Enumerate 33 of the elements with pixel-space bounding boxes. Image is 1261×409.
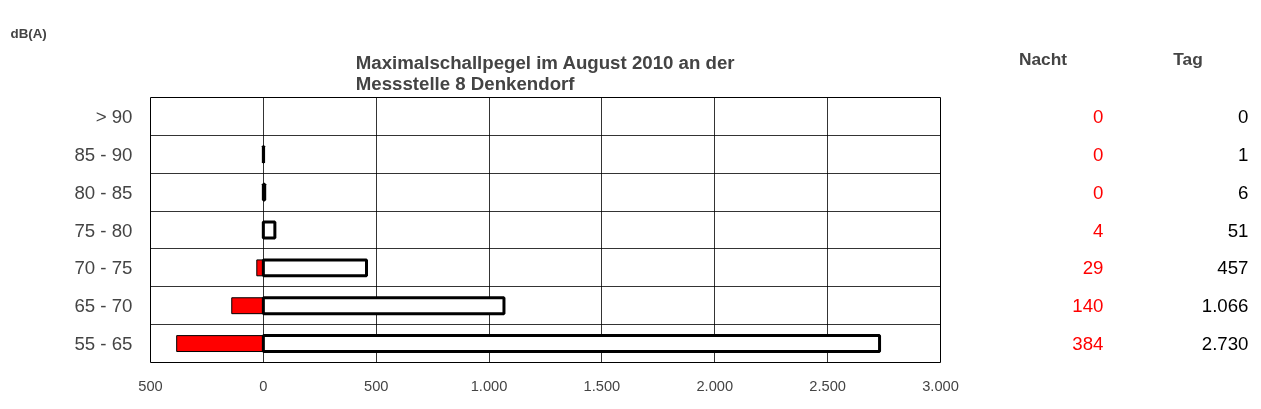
y-tick-label: 75 - 80 — [74, 219, 133, 241]
data-label: 140 — [1072, 295, 1104, 317]
x-tick-label: 1.500 — [583, 377, 621, 394]
x-tick-label: 500 — [363, 377, 389, 394]
y-axis-title: dB(A) — [10, 25, 47, 41]
data-label: 51 — [1227, 219, 1249, 241]
x-tick-label: 3.000 — [922, 377, 959, 394]
y-tick-label: 65 - 70 — [74, 295, 133, 317]
data-label: 1.066 — [1201, 295, 1249, 317]
x-tick-label: 2.500 — [809, 377, 846, 394]
x-tick-label: 0 — [259, 377, 268, 394]
text: Tag — [1173, 48, 1203, 69]
data-label: 29 — [1082, 257, 1104, 279]
y-tick-label: 55 - 65 — [74, 333, 133, 355]
x-tick-label: 1.000 — [470, 377, 508, 394]
chart-title: Maximalschallpegel im August 2010 an der Messstelle 8 Denkendorf — [355, 51, 735, 94]
data-label: 0 — [1093, 181, 1104, 203]
data-label: 0 — [1093, 143, 1104, 165]
x-tick-label: 500 — [138, 377, 163, 394]
data-label: 0 — [1093, 105, 1104, 127]
data-label: 2.730 — [1201, 333, 1249, 355]
text: Nacht — [1018, 48, 1068, 69]
data-label: 1 — [1238, 143, 1249, 165]
data-label: 6 — [1238, 181, 1249, 203]
data-label: 457 — [1217, 257, 1249, 279]
y-tick-label: > 90 — [95, 105, 133, 127]
data-label: 384 — [1072, 333, 1104, 355]
data-label: 4 — [1093, 219, 1104, 241]
y-tick-label: 85 - 90 — [74, 143, 133, 165]
data-label: 0 — [1238, 105, 1249, 127]
x-tick-label: 2.000 — [696, 377, 734, 394]
y-tick-label: 80 - 85 — [74, 181, 133, 203]
y-tick-label: 70 - 75 — [74, 257, 133, 279]
